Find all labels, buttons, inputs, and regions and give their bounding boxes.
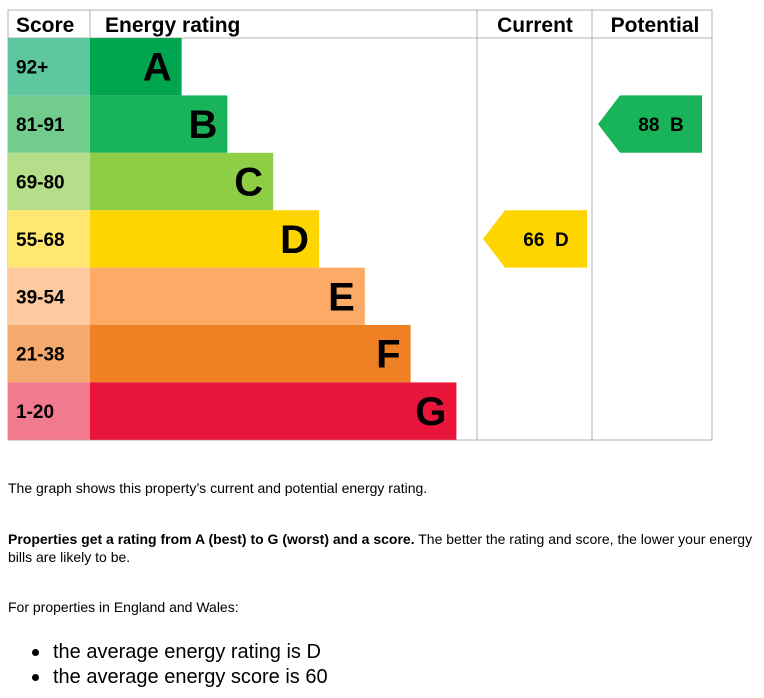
potential-rating-label: 88 B [638, 115, 683, 136]
score-cell-e [8, 267, 90, 325]
rating-markers: 66 D 88 B [483, 95, 702, 268]
england-wales-intro: For properties in England and Wales: [8, 599, 239, 615]
band-bar-e [90, 267, 365, 325]
average-score-text: the average energy score is 60 [53, 666, 328, 688]
score-range-d: 55-68 [16, 230, 65, 251]
score-header: Score [16, 14, 74, 37]
rating-explanation: Properties get a rating from A (best) to… [8, 530, 753, 566]
average-rating-item: the average energy rating is D [0, 640, 328, 665]
band-bar-a [90, 38, 182, 96]
potential-header: Potential [611, 14, 700, 37]
rating-explanation-rest: The better the rating and score, the low… [8, 531, 753, 565]
band-bar-g [90, 382, 457, 440]
average-list: the average energy rating is D the avera… [0, 640, 328, 690]
average-rating-text: the average energy rating is D [53, 641, 321, 663]
band-letter-d: D [280, 218, 309, 262]
current-rating-label: 66 D [523, 230, 568, 251]
bullet-dot [32, 649, 39, 656]
score-cell-f [8, 325, 90, 383]
current-arrow [483, 210, 587, 268]
potential-arrow [598, 95, 702, 153]
score-range-f: 21-38 [16, 345, 65, 366]
rating-explanation-bold: Properties get a rating from A (best) to… [8, 531, 415, 547]
score-range-e: 39-54 [16, 287, 65, 308]
band-letter-c: C [234, 161, 263, 205]
graph-description: The graph shows this property’s current … [8, 480, 428, 496]
band-letter-b: B [189, 103, 218, 147]
energy-rating-chart: Score Energy rating Current Potential 92… [7, 9, 713, 441]
score-range-b: 81-91 [16, 115, 65, 136]
score-range-a: 92+ [16, 58, 48, 79]
band-bar-d [90, 210, 319, 268]
score-cell-c [8, 152, 90, 211]
band-bar-f [90, 325, 411, 383]
bullet-dot [32, 674, 39, 681]
score-cell-a [8, 38, 90, 96]
current-header: Current [497, 14, 573, 37]
rating-bands: 92+ A 81-91 B 69-80 C 55-68 D 39-54 E 21-38 F 1-20 G [8, 38, 457, 440]
band-letter-a: A [143, 46, 172, 90]
band-letter-f: F [376, 333, 400, 377]
energy-rating-header: Energy rating [105, 14, 240, 37]
score-cell-b [8, 95, 90, 153]
band-letter-g: G [415, 390, 446, 434]
score-cell-d [8, 210, 90, 268]
score-range-c: 69-80 [16, 173, 65, 194]
score-cell-g [8, 382, 90, 440]
band-letter-e: E [328, 275, 355, 319]
band-bar-b [90, 95, 228, 153]
band-bar-c [90, 152, 274, 211]
average-score-item: the average energy score is 60 [0, 665, 328, 690]
score-range-g: 1-20 [16, 402, 54, 423]
